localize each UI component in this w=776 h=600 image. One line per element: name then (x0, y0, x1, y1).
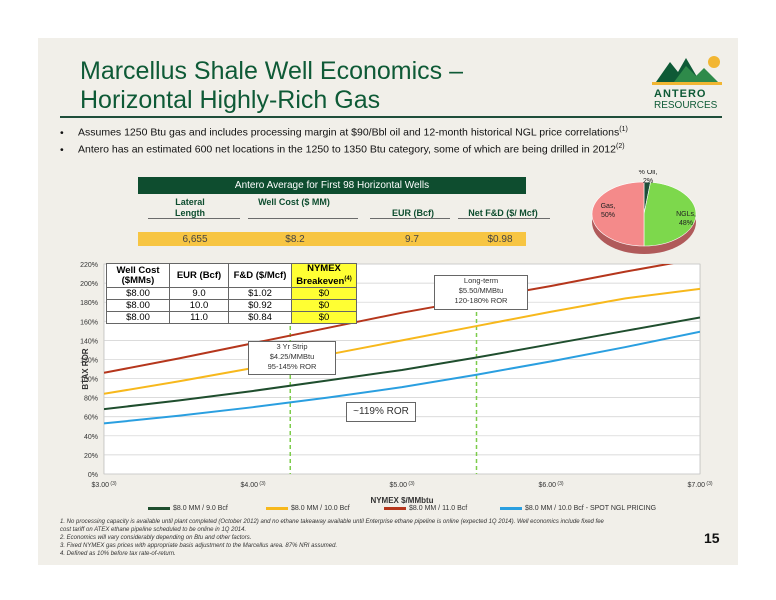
breakeven-header-fd: F&D ($/Mcf) (228, 262, 292, 289)
table-row: $8.00 11.0 $0.84 $0 (106, 311, 357, 325)
y-tick-label: 100% (80, 377, 98, 384)
legend-item-10bcf: $8.0 MM / 10.0 Bcf (266, 505, 350, 512)
y-tick-label: 200% (80, 281, 98, 288)
avg-value-fd: $0.98 (487, 234, 513, 245)
y-tick-label: 60% (84, 415, 98, 422)
callout-line: 95-145% ROR (267, 362, 317, 371)
legend-item-9bcf: $8.0 MM / 9.0 Bcf (148, 505, 228, 512)
longterm-callout: Long-term $5.50/MMBtu 120-180% ROR (434, 275, 528, 310)
breakeven-table: Well Cost ($MMs) EUR (Bcf) F&D ($/Mcf) N… (106, 262, 357, 325)
callout-line: Long-term (463, 276, 499, 285)
avg-underline-3 (370, 218, 450, 219)
avg-underline-1 (148, 218, 240, 219)
y-axis-label: BTAX ROR (81, 348, 90, 389)
y-tick-label: 120% (80, 357, 98, 364)
table-cell: 9.0 (169, 287, 229, 301)
x-tick-label: $7.00 (3) (687, 481, 712, 489)
footnote-3: 3. Fixed NYMEX gas prices with appropria… (60, 543, 338, 549)
x-tick-label: $5.00 (3) (389, 481, 414, 489)
x-tick-label: $6.00 (3) (538, 481, 563, 489)
pie-slice-2 (643, 181, 697, 247)
page-number: 15 (704, 530, 720, 546)
y-tick-label: 40% (84, 434, 98, 441)
avg-value-eur: 9.7 (405, 234, 419, 245)
logo-text-resources: RESOURCES (654, 100, 718, 111)
series-line-1 (104, 316, 700, 411)
x-tick-label: $4.00 (3) (240, 481, 265, 489)
bullet-2: • Antero has an estimated 600 net locatio… (60, 143, 625, 156)
table-cell: $0 (291, 287, 357, 301)
x-axis-label: NYMEX $/MMbtu (370, 496, 433, 505)
y-tick-label: 160% (80, 319, 98, 326)
table-cell: 10.0 (169, 299, 229, 313)
avg-values-row (138, 232, 526, 246)
avg-underline-2 (248, 218, 358, 219)
pie-slice-3 (591, 181, 645, 247)
pie-label: 48% (679, 220, 693, 227)
table-cell: $0.84 (228, 311, 292, 325)
y-tick-label: 0% (88, 472, 98, 479)
page-title-line2: Horizontal Highly-Rich Gas (80, 86, 381, 114)
table-row: $8.00 10.0 $0.92 $0 (106, 299, 357, 313)
avg-col-wellcost: Well Cost ($ MM) (258, 197, 330, 207)
title-divider (60, 116, 722, 118)
series-line-4 (104, 330, 700, 425)
breakeven-header-eur: EUR (Bcf) (169, 262, 229, 289)
callout-line: 120-180% ROR (454, 296, 508, 305)
y-tick-label: 220% (80, 262, 98, 269)
avg-table-header: Antero Average for First 98 Horizontal W… (138, 177, 526, 194)
pie-label: 2% (643, 178, 653, 185)
logo-text-antero: ANTERO (654, 88, 707, 100)
antero-logo: ANTERO RESOURCES (648, 52, 730, 112)
table-cell: $1.02 (228, 287, 292, 301)
pie-label: 50% (601, 212, 615, 219)
avg-col-lateral: Lateral Length (175, 197, 205, 218)
footnote-1-cont: cost tariff on ATEX ethane pipeline sche… (60, 527, 247, 533)
y-tick-label: 80% (84, 396, 98, 403)
pie-label: NGLs, (676, 211, 696, 218)
series-line-2 (104, 287, 700, 395)
strip-callout: 3 Yr Strip $4.25/MMBtu 95-145% ROR (248, 341, 336, 375)
legend-item-spot-ngl: $8.0 MM / 10.0 Bcf - SPOT NGL PRICING (500, 505, 656, 512)
legend-item-11bcf: $8.0 MM / 11.0 Bcf (384, 505, 467, 512)
pie-label: % Oil, (639, 170, 658, 176)
breakeven-header-nymex: NYMEX Breakeven(4) (291, 262, 357, 289)
composition-pie-chart: % Oil, 2% NGLs, 48% Gas, 50% (591, 170, 697, 254)
callout-line: 3 Yr Strip (276, 342, 308, 351)
ror-callout: ~119% ROR (346, 402, 416, 422)
y-tick-label: 20% (84, 453, 98, 460)
breakeven-header-wellcost: Well Cost ($MMs) (106, 262, 170, 289)
avg-underline-4 (458, 218, 550, 219)
series-line-3 (104, 264, 674, 374)
footnote-1: 1. No processing capacity is available u… (60, 519, 604, 525)
footnote-2: 2. Economics will vary considerably depe… (60, 535, 252, 541)
avg-value-wellcost: $8.2 (285, 234, 305, 245)
table-cell: $0 (291, 311, 357, 325)
bullet-1: • Assumes 1250 Btu gas and includes proce… (60, 126, 628, 139)
table-row: $8.00 9.0 $1.02 $0 (106, 287, 357, 301)
table-cell: $8.00 (106, 299, 170, 313)
table-cell: 11.0 (169, 311, 229, 325)
callout-line: $4.25/MMBtu (269, 352, 315, 361)
table-cell: $0 (291, 299, 357, 313)
callout-line: $5.50/MMBtu (458, 286, 504, 295)
table-cell: $8.00 (106, 311, 170, 325)
table-cell: $8.00 (106, 287, 170, 301)
x-tick-label: $3.00 (3) (91, 481, 116, 489)
y-tick-label: 140% (80, 338, 98, 345)
avg-col-eur: EUR (Bcf) (392, 208, 434, 218)
page-title-line1: Marcellus Shale Well Economics – (80, 57, 464, 85)
footnote-4: 4. Defined as 10% before tax rate-of-ret… (60, 551, 176, 557)
avg-col-fd: Net F&D ($/ Mcf) (468, 208, 538, 218)
y-tick-label: 180% (80, 300, 98, 307)
table-cell: $0.92 (228, 299, 292, 313)
pie-label: Gas, (601, 203, 616, 210)
avg-value-lateral: 6,655 (182, 234, 208, 245)
